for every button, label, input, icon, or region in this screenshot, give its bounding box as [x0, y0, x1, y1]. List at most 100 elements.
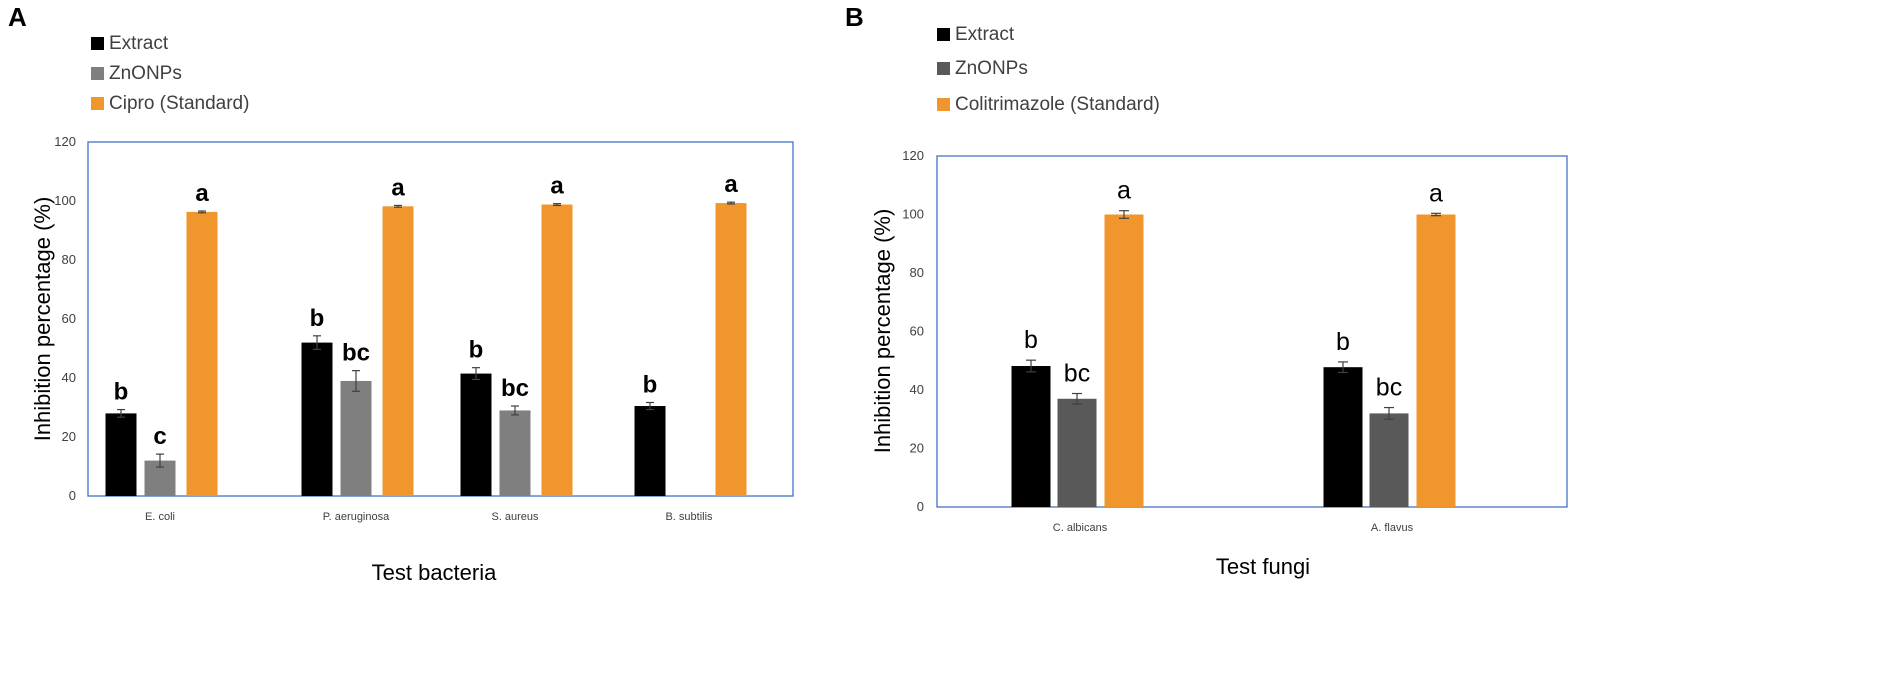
significance-label: b: [469, 337, 484, 364]
y-tick-label: 60: [910, 324, 924, 339]
y-tick-label: 100: [54, 193, 76, 208]
category-label: S. aureus: [491, 511, 539, 523]
error-bar: [1119, 210, 1129, 219]
legend-label-2: ZnONPs: [955, 58, 1028, 79]
error-bar: [198, 210, 206, 214]
significance-label: bc: [342, 340, 370, 367]
bar: [301, 342, 333, 496]
bar: [1323, 367, 1363, 507]
panel-b: B Inhibition percentage (%) Test fungi E…: [845, 2, 1568, 579]
legend-swatch-3: [937, 98, 950, 111]
legend-swatch-2: [91, 67, 104, 80]
x-axis-title-a: Test bacteria: [372, 560, 497, 585]
error-bar: [394, 204, 402, 208]
panel-label-b: B: [845, 2, 864, 32]
error-bar: [472, 367, 480, 381]
legend-swatch-3: [91, 97, 104, 110]
error-bar: [646, 401, 654, 411]
error-bar: [1338, 361, 1348, 374]
y-ticks-b: 0 20 40 60 80 100 120: [902, 148, 924, 514]
y-tick-label: 60: [62, 311, 76, 326]
bar: [340, 380, 372, 496]
significance-label: bc: [1064, 360, 1090, 388]
error-bar: [1026, 359, 1036, 373]
error-bar: [511, 405, 519, 416]
significance-label: bc: [1376, 374, 1402, 402]
error-bar: [156, 453, 164, 468]
significance-label: a: [550, 173, 564, 200]
panel-label-a: A: [8, 2, 27, 32]
error-bar: [727, 201, 735, 205]
error-bar: [1072, 392, 1082, 405]
bar: [541, 204, 573, 497]
error-bar: [117, 408, 125, 418]
y-tick-label: 40: [62, 370, 76, 385]
legend-swatch-2: [937, 62, 950, 75]
category-label: A. flavus: [1371, 522, 1414, 534]
y-tick-label: 0: [917, 499, 924, 514]
legend-label-3: Colitrimazole (Standard): [955, 94, 1160, 115]
significance-label: b: [114, 379, 129, 406]
significance-label: bc: [501, 375, 529, 402]
y-tick-label: 0: [69, 488, 76, 503]
error-bar: [553, 203, 561, 207]
y-tick-label: 20: [62, 429, 76, 444]
bar: [1416, 214, 1456, 507]
category-label: E. coli: [145, 511, 175, 523]
legend-swatch-1: [937, 28, 950, 41]
y-tick-label: 40: [910, 382, 924, 397]
y-tick-label: 120: [902, 148, 924, 163]
y-tick-label: 20: [910, 441, 924, 456]
bar: [105, 413, 137, 496]
y-tick-label: 100: [902, 207, 924, 222]
significance-label: a: [391, 174, 405, 201]
panel-a: A Inhibition percentage (%) Test bacteri…: [8, 2, 794, 585]
category-labels-b: C. albicans A. flavus: [1053, 522, 1414, 534]
significance-label: a: [195, 180, 209, 207]
y-axis-title-b: Inhibition percentage (%): [870, 209, 895, 454]
bar: [1104, 214, 1144, 507]
y-tick-label: 120: [54, 134, 76, 149]
error-bar: [313, 335, 321, 350]
plot-border-b: [936, 155, 1568, 508]
bar: [715, 203, 747, 496]
bar: [1011, 366, 1051, 507]
bar: [382, 206, 414, 496]
plot-border-a: [87, 141, 794, 497]
x-axis-title-b: Test fungi: [1216, 554, 1310, 579]
significance-label: b: [1024, 326, 1038, 354]
legend-label-2: ZnONPs: [109, 63, 182, 84]
significance-label: a: [724, 171, 738, 198]
bar: [1369, 413, 1409, 507]
legend-label-1: Extract: [955, 24, 1015, 45]
y-tick-label: 80: [62, 252, 76, 267]
bar: [499, 410, 531, 496]
category-label: B. subtilis: [665, 511, 713, 523]
category-labels-a: E. coli P. aeruginosa S. aureus B. subtilis: [145, 511, 713, 523]
error-bar: [1431, 212, 1441, 217]
category-label: P. aeruginosa: [323, 511, 390, 523]
y-axis-title-a: Inhibition percentage (%): [30, 197, 55, 442]
significance-label: c: [153, 423, 166, 450]
y-tick-label: 80: [910, 265, 924, 280]
legend-a: Extract ZnONPs Cipro (Standard): [91, 33, 249, 114]
legend-label-3: Cipro (Standard): [109, 93, 249, 114]
error-bar: [1384, 406, 1394, 420]
significance-label: b: [643, 371, 658, 398]
bar: [460, 373, 492, 496]
significance-label: a: [1429, 179, 1443, 207]
category-label: C. albicans: [1053, 522, 1108, 534]
legend-swatch-1: [91, 37, 104, 50]
y-ticks-a: 0 20 40 60 80 100 120: [54, 134, 76, 503]
bar: [1057, 398, 1097, 507]
error-bar: [352, 370, 360, 392]
significance-label: a: [1117, 177, 1131, 205]
legend-label-1: Extract: [109, 33, 169, 54]
significance-label: b: [310, 305, 325, 332]
significance-label: b: [1336, 328, 1350, 356]
bar: [186, 211, 218, 497]
bar: [634, 406, 666, 496]
